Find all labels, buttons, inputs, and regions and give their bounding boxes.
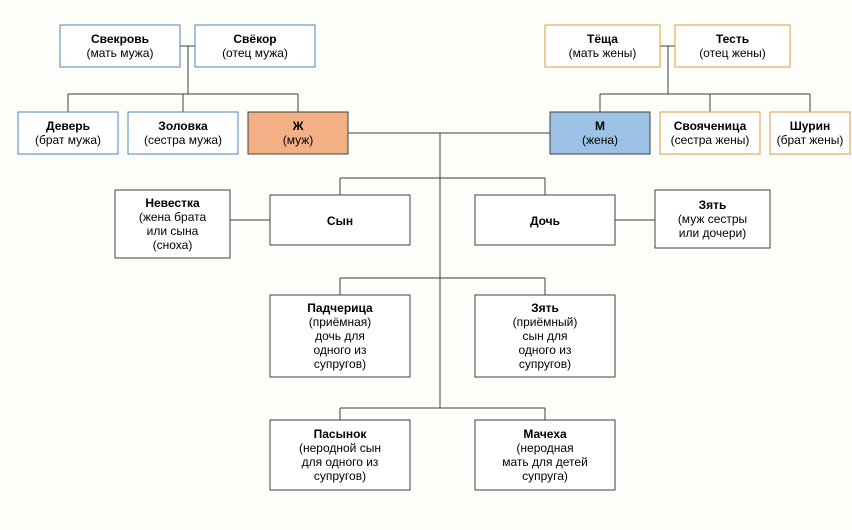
node-nevestka: Невестка(жена братаили сына(сноха)	[115, 190, 230, 258]
node-sub: или дочери)	[679, 226, 746, 240]
node-wife: М(жена)	[550, 112, 650, 154]
node-zolovka: Золовка(сестра мужа)	[128, 112, 238, 154]
node-title: Зять	[531, 301, 559, 315]
node-title: Свёкор	[233, 32, 276, 46]
node-sub: (жена брата	[139, 210, 207, 224]
node-sub: одного из	[313, 343, 367, 357]
node-sub: сын для	[522, 329, 567, 343]
node-sub: (мать жены)	[569, 46, 637, 60]
node-title: Свекровь	[91, 32, 149, 46]
node-sub: супругов)	[314, 357, 366, 371]
node-title: Деверь	[46, 119, 90, 133]
node-test: Тесть(отец жены)	[675, 25, 790, 67]
node-tescha: Тёща(мать жены)	[545, 25, 660, 67]
node-title: Зять	[699, 198, 727, 212]
node-sub: (муж сестры	[678, 212, 747, 226]
node-sub: (приёмный)	[513, 315, 578, 329]
node-sub: супругов)	[519, 357, 571, 371]
node-zyat2: Зять(приёмный)сын дляодного изсупругов)	[475, 295, 615, 377]
node-title: Невестка	[145, 196, 200, 210]
node-svoyach: Свояченица(сестра жены)	[660, 112, 760, 154]
node-shurin: Шурин(брат жены)	[770, 112, 850, 154]
node-sub: одного из	[518, 343, 572, 357]
node-sub: (брат жены)	[777, 133, 844, 147]
node-svekor: Свёкор(отец мужа)	[195, 25, 315, 67]
node-sub: или сына	[147, 224, 199, 238]
node-title: Мачеха	[523, 427, 567, 441]
node-padcher: Падчерица(приёмная)дочь дляодного изсупр…	[270, 295, 410, 377]
node-doch: Дочь	[475, 195, 615, 245]
node-sub: (неродная	[516, 441, 573, 455]
node-title: Тёща	[587, 32, 618, 46]
node-sub: для одного из	[302, 455, 379, 469]
node-sub: супруга)	[522, 469, 568, 483]
node-title: Сын	[327, 214, 353, 228]
node-sub: (брат мужа)	[35, 133, 101, 147]
node-title: Ж	[292, 119, 304, 133]
node-svekrov: Свекровь(мать мужа)	[60, 25, 180, 67]
node-title: Тесть	[716, 32, 749, 46]
node-title: Пасынок	[314, 427, 368, 441]
node-husband: Ж(муж)	[248, 112, 348, 154]
node-sub: (сноха)	[153, 238, 193, 252]
node-title: Шурин	[790, 119, 831, 133]
node-machekha: Мачеха(нероднаямать для детейсупруга)	[475, 420, 615, 490]
node-title: Золовка	[158, 119, 208, 133]
node-zyat: Зять(муж сестрыили дочери)	[655, 190, 770, 248]
node-dever: Деверь(брат мужа)	[18, 112, 118, 154]
node-sub: (отец жены)	[699, 46, 766, 60]
node-sub: (мать мужа)	[87, 46, 154, 60]
node-sub: (сестра мужа)	[144, 133, 222, 147]
node-sub: мать для детей	[502, 455, 588, 469]
node-sub: дочь для	[315, 329, 365, 343]
node-sub: (жена)	[582, 133, 618, 147]
node-pasynok: Пасынок(неродной сындля одного изсупруго…	[270, 420, 410, 490]
node-title: Дочь	[530, 214, 560, 228]
node-title: Свояченица	[674, 119, 747, 133]
node-title: Падчерица	[307, 301, 373, 315]
node-sub: (приёмная)	[309, 315, 372, 329]
node-title: М	[595, 119, 605, 133]
node-sub: (муж)	[283, 133, 314, 147]
node-sub: (отец мужа)	[222, 46, 288, 60]
node-sub: (сестра жены)	[671, 133, 750, 147]
node-syn: Сын	[270, 195, 410, 245]
kinship-diagram: Свекровь(мать мужа) Свёкор(отец мужа) Тёща…	[0, 0, 852, 530]
node-sub: супругов)	[314, 469, 366, 483]
node-sub: (неродной сын	[299, 441, 381, 455]
